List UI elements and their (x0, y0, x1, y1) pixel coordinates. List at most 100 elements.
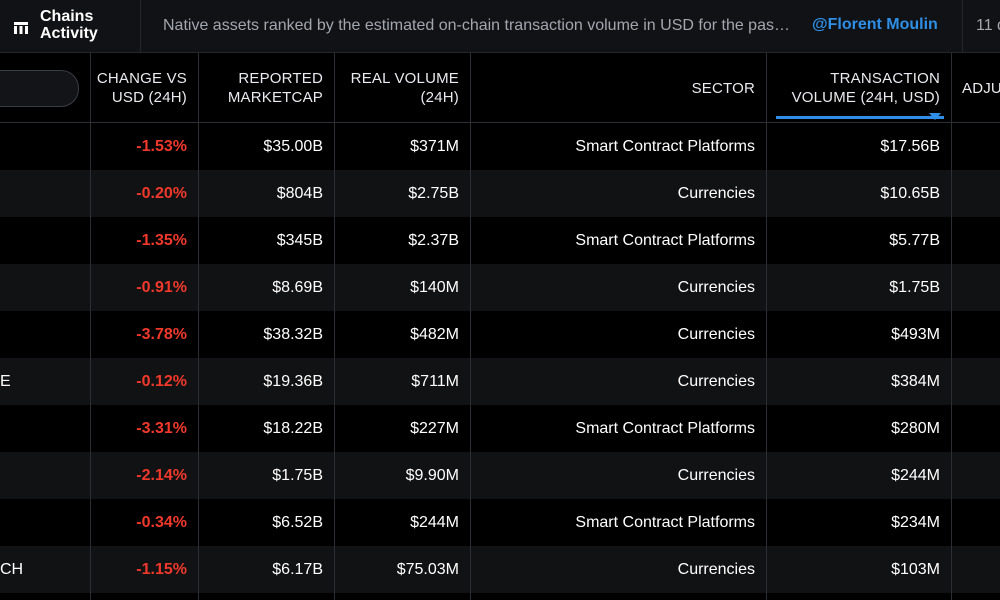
table-header: CHANGE VS USD (24H) REPORTED MARKETCAP R… (0, 53, 1000, 123)
column-divider (951, 53, 952, 600)
app-title: Chains Activity (40, 8, 98, 42)
asset-name-cell (0, 311, 60, 358)
tx-volume-cell: $244M (891, 466, 940, 484)
header-real-volume-label: REAL VOLUME (24H) (350, 70, 459, 106)
tx-volume-cell: $384M (891, 372, 940, 390)
sector-cell: Smart Contract Platforms (575, 513, 755, 531)
change-cell: -1.15% (136, 560, 187, 578)
table-row[interactable]: -0.20% $804B $2.75B Currencies $10.65B (0, 170, 1000, 217)
change-cell: -0.12% (136, 372, 187, 390)
marketcap-cell: $6.17B (272, 560, 323, 578)
tx-volume-cell: $493M (891, 325, 940, 343)
sector-cell: Currencies (677, 560, 755, 578)
header-adjusted[interactable]: ADJU (951, 53, 1000, 123)
column-divider (766, 53, 767, 600)
header-sector[interactable]: SECTOR (470, 53, 766, 123)
sector-cell: Smart Contract Platforms (575, 231, 755, 249)
asset-name-cell: CH (0, 560, 24, 578)
marketcap-cell: $19.36B (263, 372, 323, 390)
marketcap-cell: $35.00B (263, 137, 323, 155)
table-row[interactable]: -2.14% $1.75B $9.90M Currencies $244M (0, 452, 1000, 499)
sector-cell: Currencies (677, 184, 755, 202)
asset-name-cell (0, 170, 60, 217)
marketcap-cell: $6.52B (272, 513, 323, 531)
tx-volume-cell: $10.65B (880, 184, 940, 202)
change-cell: -0.20% (136, 184, 187, 202)
marketcap-cell: $38.32B (263, 325, 323, 343)
change-cell: -1.53% (136, 137, 187, 155)
real-volume-cell: $244M (410, 513, 459, 531)
header-tx-volume[interactable]: TRANSACTION VOLUME (24H, USD) (766, 53, 951, 123)
real-volume-cell: $371M (410, 137, 459, 155)
search-input[interactable] (0, 70, 79, 107)
column-divider (198, 53, 199, 600)
tx-volume-cell: $1.75B (889, 278, 940, 296)
asset-name-cell (0, 123, 60, 170)
sector-cell: Smart Contract Platforms (575, 419, 755, 437)
author-divider (962, 0, 963, 53)
sector-cell: Smart Contract Platforms (575, 137, 755, 155)
real-volume-cell: $2.75B (408, 184, 459, 202)
sector-cell: Currencies (677, 466, 755, 484)
tx-volume-cell: $5.77B (889, 231, 940, 249)
table-row[interactable]: CH -1.15% $6.17B $75.03M Currencies $103… (0, 546, 1000, 593)
page-subtitle: Native assets ranked by the estimated on… (163, 17, 793, 34)
table-row[interactable]: -3.78% $38.32B $482M Currencies $493M (0, 311, 1000, 358)
marketcap-cell: $8.69B (272, 278, 323, 296)
table-row[interactable]: -1.53% $35.00B $371M Smart Contract Plat… (0, 123, 1000, 170)
header-change-label: CHANGE VS USD (24H) (96, 70, 187, 106)
asset-name-cell: E (0, 372, 11, 390)
table-row[interactable]: -1.35% $345B $2.37B Smart Contract Platf… (0, 217, 1000, 264)
marketcap-cell: $1.75B (272, 466, 323, 484)
sector-cell: Currencies (677, 372, 755, 390)
tx-volume-cell: $234M (891, 513, 940, 531)
top-bar: Chains Activity Native assets ranked by … (0, 0, 1000, 53)
real-volume-cell: $9.90M (405, 466, 459, 484)
change-cell: -3.78% (136, 325, 187, 343)
real-volume-cell: $2.37B (408, 231, 459, 249)
table-row[interactable]: E -0.12% $19.36B $711M Currencies $384M (0, 358, 1000, 405)
column-divider (90, 53, 91, 600)
change-cell: -0.34% (136, 513, 187, 531)
header-real-volume[interactable]: REAL VOLUME (24H) (334, 53, 470, 123)
real-volume-cell: $711M (411, 372, 459, 390)
table-body: -1.53% $35.00B $371M Smart Contract Plat… (0, 123, 1000, 593)
header-tx-volume-label: TRANSACTION VOLUME (24H, USD) (791, 70, 940, 106)
table-row[interactable]: -3.31% $18.22B $227M Smart Contract Plat… (0, 405, 1000, 452)
asset-name-cell (0, 452, 60, 499)
table-icon (14, 22, 28, 34)
marketcap-cell: $345B (276, 231, 323, 249)
author-link[interactable]: @Florent Moulin (812, 16, 938, 33)
column-divider (470, 53, 471, 600)
tx-volume-cell: $17.56B (880, 137, 940, 155)
change-cell: -3.31% (136, 419, 187, 437)
change-cell: -0.91% (136, 278, 187, 296)
asset-name-cell (0, 405, 60, 452)
header-marketcap-label: REPORTED MARKETCAP (227, 70, 323, 106)
header-adjusted-label: ADJU (962, 79, 1000, 97)
tx-volume-cell: $280M (891, 419, 940, 437)
column-divider (334, 53, 335, 600)
header-marketcap[interactable]: REPORTED MARKETCAP (198, 53, 334, 123)
sector-cell: Currencies (677, 325, 755, 343)
real-volume-cell: $75.03M (396, 560, 459, 578)
real-volume-cell: $140M (410, 278, 459, 296)
header-change[interactable]: CHANGE VS USD (24H) (90, 53, 198, 123)
table-row[interactable]: -0.34% $6.52B $244M Smart Contract Platf… (0, 499, 1000, 546)
asset-name-cell (0, 264, 60, 311)
table-row[interactable]: -0.91% $8.69B $140M Currencies $1.75B (0, 264, 1000, 311)
header-sector-label: SECTOR (691, 79, 755, 97)
asset-name-cell (0, 217, 60, 264)
real-volume-cell: $482M (410, 325, 459, 343)
sector-cell: Currencies (677, 278, 755, 296)
real-volume-cell: $227M (410, 419, 459, 437)
date-label: 11 d (976, 17, 1000, 34)
title-divider (140, 0, 141, 53)
marketcap-cell: $804B (276, 184, 323, 202)
change-cell: -1.35% (136, 231, 187, 249)
asset-name-cell (0, 499, 60, 546)
sort-desc-icon[interactable] (929, 113, 941, 120)
marketcap-cell: $18.22B (263, 419, 323, 437)
sort-indicator (776, 116, 944, 119)
tx-volume-cell: $103M (891, 560, 940, 578)
